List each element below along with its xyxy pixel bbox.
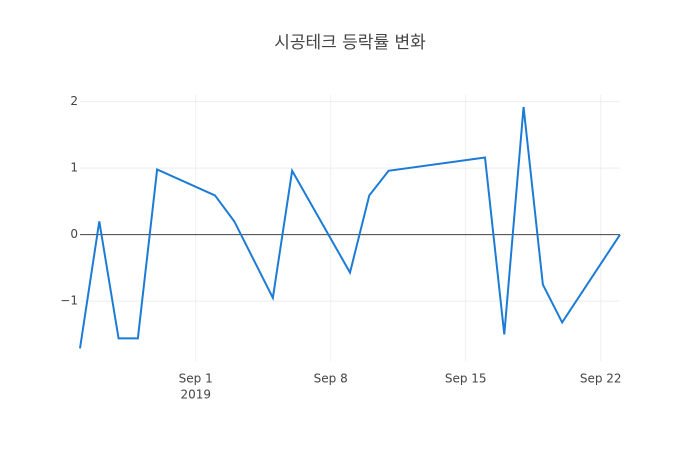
y-tick-label: 1 xyxy=(70,161,78,175)
y-tick-label: −1 xyxy=(60,294,78,308)
x-tick-label: Sep 1 xyxy=(179,372,213,386)
x-tick-label: Sep 15 xyxy=(445,372,487,386)
x-tick-sublabel: 2019 xyxy=(180,388,211,402)
chart-title: 시공테크 등락률 변화 xyxy=(274,33,426,53)
x-tick-label: Sep 8 xyxy=(314,372,348,386)
x-tick-label: Sep 22 xyxy=(580,372,622,386)
data-line xyxy=(79,106,621,349)
y-tick-label: 2 xyxy=(70,94,78,108)
y-tick-label: 0 xyxy=(70,227,78,241)
